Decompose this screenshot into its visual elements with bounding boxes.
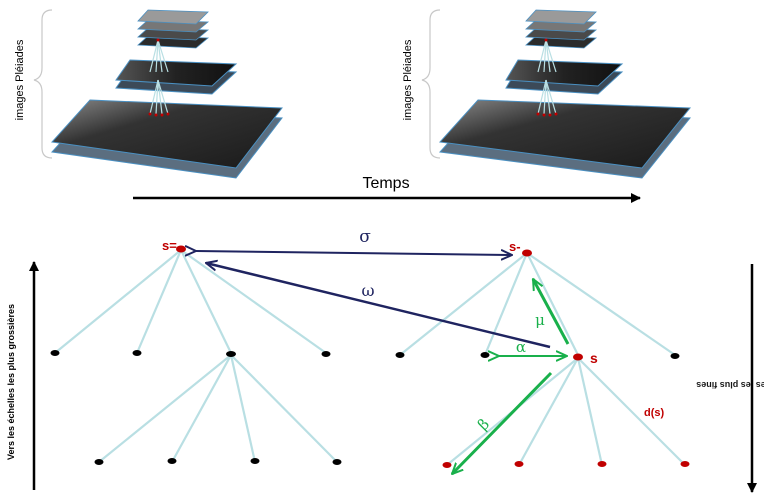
image-stack-right: images Pléiades bbox=[402, 9, 692, 179]
label-sigma: σ bbox=[359, 227, 371, 247]
tree-node bbox=[680, 461, 690, 467]
label-omega: ω bbox=[361, 281, 374, 300]
tree-node bbox=[670, 353, 680, 359]
tree-node bbox=[250, 458, 260, 464]
node-s-eq bbox=[176, 245, 186, 253]
satellite-image-large bbox=[50, 99, 283, 169]
tree-node bbox=[597, 461, 607, 467]
coarser-scale-label: Vers les échelles les plus grossières bbox=[6, 304, 16, 460]
tree-node bbox=[132, 350, 142, 356]
satellite-image-medium bbox=[505, 59, 624, 87]
sigma-arrow bbox=[196, 251, 512, 255]
tree-nodes-red bbox=[176, 245, 690, 468]
label-s: s bbox=[590, 350, 598, 366]
tree-node bbox=[395, 352, 405, 358]
finer-scale-label: Vers les échelles les plus fines bbox=[696, 380, 764, 390]
tree-node bbox=[514, 461, 524, 467]
node-s-minus bbox=[522, 249, 532, 257]
satellite-image-large bbox=[438, 99, 692, 169]
satellite-image-medium bbox=[115, 59, 238, 87]
tree-node bbox=[226, 351, 236, 357]
tree-node bbox=[94, 459, 104, 465]
beta-arrow bbox=[452, 371, 553, 474]
satellite-image-small bbox=[137, 9, 209, 25]
tree-node bbox=[332, 459, 342, 465]
tree-node bbox=[442, 462, 452, 468]
label-ds: d(s) bbox=[644, 407, 665, 419]
brace-left bbox=[33, 9, 53, 159]
tree-nodes-black bbox=[50, 350, 680, 465]
satellite-image-small bbox=[525, 9, 597, 25]
time-label: Temps bbox=[362, 175, 409, 192]
brace-right bbox=[421, 9, 441, 159]
tree-node bbox=[50, 350, 60, 356]
label-mu: μ bbox=[535, 311, 545, 329]
omega-arrow bbox=[206, 263, 551, 349]
tree-node bbox=[480, 352, 490, 358]
node-s bbox=[573, 353, 583, 361]
stack-label-left: images Pléiades bbox=[14, 39, 26, 120]
image-stack-left: images Pléiades bbox=[14, 9, 283, 179]
tree-node bbox=[321, 351, 331, 357]
mu-arrow bbox=[531, 279, 570, 345]
tree-node bbox=[167, 458, 177, 464]
label-s-eq: s= bbox=[162, 238, 177, 253]
label-alpha: α bbox=[516, 338, 526, 356]
label-s-minus: s- bbox=[509, 239, 521, 254]
stack-label-right: images Pléiades bbox=[402, 39, 414, 120]
